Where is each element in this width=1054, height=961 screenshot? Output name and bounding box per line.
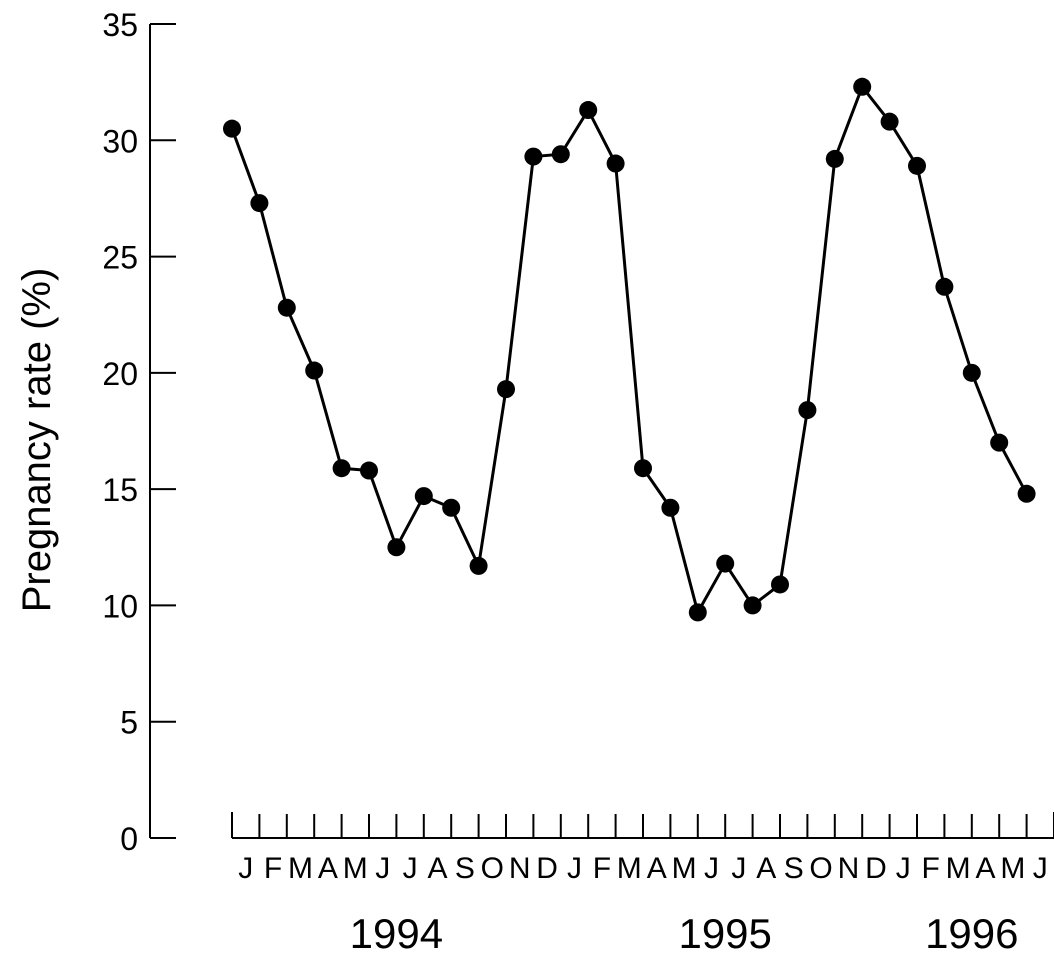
data-point (962, 363, 981, 382)
x-tick-label: A (756, 852, 776, 885)
x-tick-label: J (704, 852, 719, 885)
data-point (688, 603, 707, 622)
y-tick-label: 25 (102, 240, 138, 276)
data-point (360, 461, 378, 480)
x-tick-label: J (731, 852, 746, 885)
x-tick-label: F (264, 852, 282, 885)
x-tick-label: M (672, 852, 697, 885)
y-tick-label: 20 (102, 356, 138, 392)
y-tick-label: 10 (102, 588, 138, 624)
x-tick-label: J (375, 852, 390, 885)
data-point (1017, 484, 1036, 503)
x-tick-label: A (975, 852, 995, 885)
x-tick-label: J (896, 852, 911, 885)
data-point (606, 154, 625, 173)
data-point (743, 596, 762, 615)
data-point (524, 147, 543, 166)
data-point (497, 380, 515, 399)
y-tick-label: 35 (102, 7, 138, 43)
data-point (825, 149, 844, 168)
data-point (442, 498, 461, 517)
data-point (771, 575, 789, 594)
data-point (990, 433, 1009, 452)
x-tick-label: S (455, 852, 475, 885)
x-tick-label: M (617, 852, 642, 885)
x-tick-label: M (946, 852, 971, 885)
y-axis-label: Pregnancy rate (%) (15, 268, 59, 613)
year-label: 1994 (350, 910, 443, 957)
x-tick-label: J (567, 852, 582, 885)
x-tick-label: A (318, 852, 338, 885)
data-point (223, 119, 241, 138)
data-point (716, 554, 735, 573)
x-tick-label: O (809, 852, 832, 885)
data-point (661, 498, 680, 517)
x-tick-label: M (1000, 852, 1025, 885)
y-tick-label: 5 (120, 705, 138, 741)
x-tick-label: F (922, 852, 940, 885)
x-tick-label: N (838, 852, 860, 885)
data-point (332, 459, 351, 478)
x-tick-label: M (288, 852, 313, 885)
data-point (387, 538, 406, 557)
series-line-path (230, 85, 1028, 614)
x-tick-label: J (1033, 852, 1048, 885)
data-point (277, 298, 296, 317)
y-axis: 0 5 10 15 20 25 30 35 (102, 7, 176, 857)
x-tick-label: A (427, 852, 447, 885)
data-point (250, 194, 269, 213)
data-point (469, 556, 488, 575)
x-tick-label: O (481, 852, 504, 885)
y-tick-label: 15 (102, 472, 138, 508)
data-point (634, 459, 652, 478)
year-label: 1996 (925, 910, 1018, 957)
data-point (551, 145, 570, 164)
x-tick-label: J (403, 852, 418, 885)
data-point (853, 77, 872, 96)
data-point (798, 401, 817, 420)
series-line (223, 77, 1036, 622)
data-point (414, 487, 433, 506)
x-tick-label: A (647, 852, 667, 885)
x-tick-label: N (509, 852, 531, 885)
data-point (880, 112, 899, 131)
data-point (935, 277, 954, 296)
x-tick-label: F (593, 852, 611, 885)
x-tick-label: D (536, 852, 558, 885)
data-point (908, 156, 926, 175)
data-point (579, 101, 598, 120)
y-tick-label: 0 (120, 821, 138, 857)
year-label: 1995 (678, 910, 771, 957)
data-point (305, 361, 324, 380)
x-tick-label: J (238, 852, 253, 885)
x-tick-label: M (343, 852, 368, 885)
x-tick-label: D (865, 852, 887, 885)
y-tick-label: 30 (102, 123, 138, 159)
x-tick-label: S (784, 852, 804, 885)
